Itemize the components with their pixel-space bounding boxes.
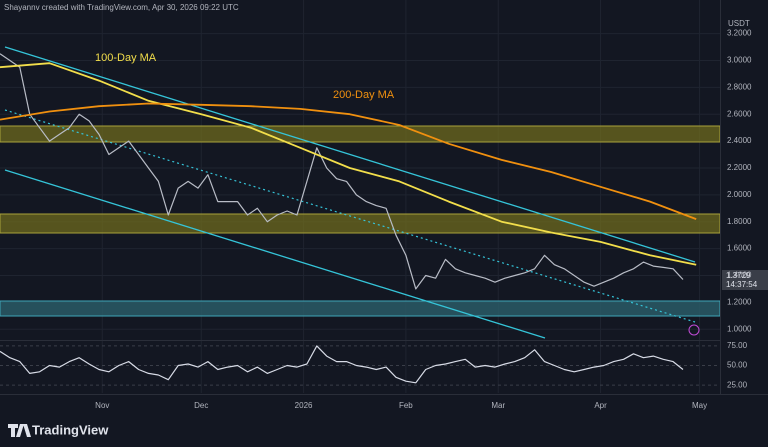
x-tick-label: May — [692, 401, 707, 410]
y-tick-label: 3.2000 — [727, 29, 752, 38]
series-line — [0, 345, 684, 384]
y-tick-label: 25.00 — [727, 380, 748, 389]
y-tick-label: 2.6000 — [727, 109, 752, 118]
y-tick-label: 75.00 — [727, 341, 748, 350]
price-label-box — [722, 270, 768, 290]
series-line — [0, 102, 697, 220]
alert-icon[interactable] — [688, 324, 700, 336]
currency: USDT — [728, 19, 750, 28]
y-tick-label: 1.4000 — [727, 271, 752, 280]
y-tick-label: 1.2000 — [727, 297, 752, 306]
last-price: 1.3729 — [726, 271, 751, 280]
x-tick-label: Feb — [399, 401, 413, 410]
resistance-zone — [0, 213, 721, 234]
countdown: 14:37:54 — [726, 280, 758, 289]
y-tick-label: 2.4000 — [727, 136, 752, 145]
x-tick-label: Mar — [491, 401, 505, 410]
series-line — [0, 53, 684, 290]
y-tick-label: 1.8000 — [727, 217, 752, 226]
y-tick-label: 1.0000 — [727, 324, 752, 333]
y-tick-label: 50.00 — [727, 361, 748, 370]
brand-logo — [8, 424, 31, 437]
x-tick-label: Apr — [594, 401, 607, 410]
annotation: 100-Day MA — [95, 52, 157, 64]
channel-lower — [4, 169, 546, 339]
annotation: 200-Day MA — [333, 89, 395, 101]
x-tick-label: Dec — [194, 401, 208, 410]
plot — [0, 53, 697, 384]
y-tick-label: 2.0000 — [727, 190, 752, 199]
resistance-zone — [0, 125, 721, 143]
series-line — [0, 62, 697, 266]
brand[interactable]: TradingView — [32, 422, 109, 437]
x-tick-label: 2026 — [295, 401, 313, 410]
y-tick-label: 2.8000 — [727, 82, 752, 91]
y-tick-label: 3.0000 — [727, 56, 752, 65]
channel-mid — [4, 109, 696, 323]
x-tick-label: Nov — [95, 401, 109, 410]
y-tick-label: 1.6000 — [727, 244, 752, 253]
y-tick-label: 2.2000 — [727, 163, 752, 172]
header: Shayannv created with TradingView.com, A… — [4, 3, 239, 12]
channel-upper — [4, 46, 696, 263]
support-zone — [0, 300, 721, 317]
